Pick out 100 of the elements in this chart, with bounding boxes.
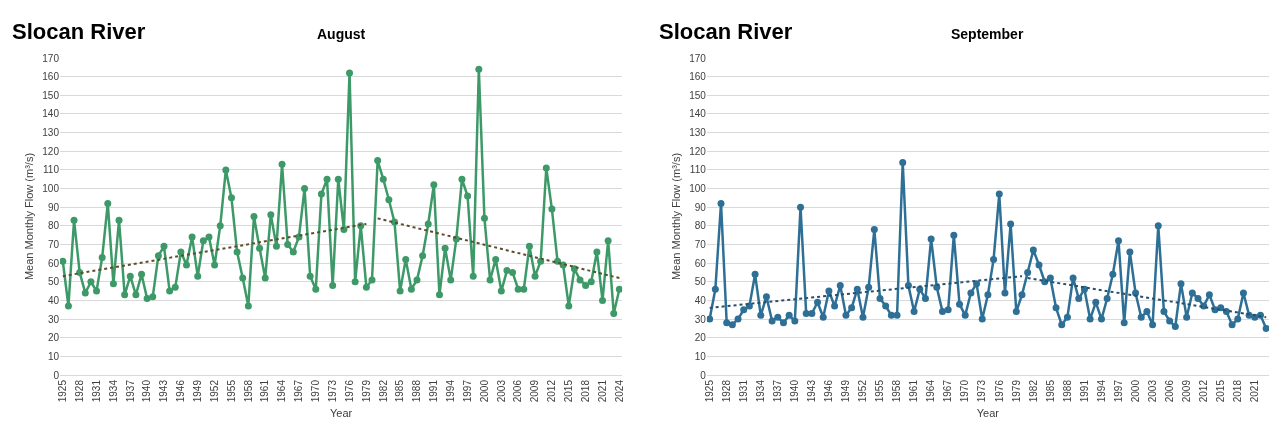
y-tick-label: 60	[47, 257, 60, 269]
x-tick-label: 1928	[73, 379, 85, 403]
y-tick-label: 50	[694, 276, 707, 288]
x-tick-label: 1940	[789, 379, 801, 403]
y-tick-label: 90	[47, 201, 60, 213]
x-tick-label: 1985	[394, 379, 406, 403]
x-axis-title: Year	[976, 407, 1000, 420]
y-tick-label: 130	[689, 127, 707, 139]
y-tick-label: 0	[53, 369, 60, 381]
y-tick-label: 30	[47, 313, 60, 325]
x-tick-label: 1976	[343, 379, 355, 403]
y-tick-label: 140	[42, 108, 60, 120]
y-tick-label: 100	[689, 183, 707, 195]
x-tick-label: 2015	[563, 379, 575, 403]
x-tick-label: 1997	[1112, 379, 1124, 403]
x-tick-label: 1997	[461, 379, 473, 403]
x-tick-label: 1931	[737, 379, 749, 403]
x-tick-label: 1946	[823, 379, 835, 403]
x-tick-label: 1970	[310, 379, 322, 403]
y-tick-label: 110	[43, 164, 60, 176]
x-tick-label: 1943	[806, 379, 818, 403]
y-tick-label: 40	[694, 294, 707, 306]
y-tick-label: 20	[694, 332, 707, 344]
x-tick-label: 1925	[57, 379, 69, 403]
x-tick-label: 1973	[326, 379, 338, 403]
x-tick-label: 1982	[377, 379, 389, 403]
y-tick-label: 80	[694, 220, 707, 232]
x-tick-label: 1955	[225, 379, 237, 403]
x-tick-label: 1991	[428, 379, 440, 403]
x-tick-label: 1934	[107, 379, 119, 403]
x-tick-label: 1988	[411, 379, 423, 403]
y-axis-title: Mean Monthly Flow (m³/s)	[22, 152, 35, 281]
x-tick-label: 1934	[755, 379, 767, 403]
x-tick-label: 2021	[596, 379, 608, 403]
x-tick-label: 2009	[1180, 379, 1192, 403]
y-tick-label: 70	[694, 238, 707, 250]
x-tick-label: 1931	[90, 379, 102, 403]
x-tick-label: 1991	[1078, 379, 1090, 403]
y-tick-label: 110	[689, 164, 707, 176]
y-tick-label: 150	[42, 89, 60, 101]
y-tick-label: 100	[42, 183, 60, 195]
y-tick-label: 20	[47, 332, 60, 344]
x-tick-label: 1949	[191, 379, 203, 403]
x-tick-label: 1952	[857, 379, 869, 403]
y-tick-label: 60	[694, 257, 707, 269]
x-tick-label: 1985	[1044, 379, 1056, 403]
x-tick-label: 2012	[546, 379, 558, 403]
x-tick-label: 1964	[925, 379, 937, 403]
x-tick-label: 2000	[1129, 379, 1141, 403]
x-tick-label: 2018	[1232, 379, 1244, 403]
x-tick-label: 1994	[1095, 379, 1107, 403]
x-tick-label: 2000	[478, 379, 490, 403]
x-tick-label: 1949	[840, 379, 852, 403]
y-axis-title: Mean Monthly Flow (m³/s)	[669, 152, 682, 281]
y-tick-label: 40	[47, 294, 60, 306]
y-tick-label: 50	[47, 276, 60, 288]
x-tick-label: 1937	[772, 379, 784, 403]
x-tick-label: 1976	[993, 379, 1005, 403]
chart-title: Slocan River	[12, 19, 146, 44]
y-tick-label: 160	[42, 71, 60, 83]
x-tick-label: 1958	[242, 379, 254, 403]
x-tick-label: 1937	[124, 379, 136, 403]
y-tick-label: 70	[47, 238, 60, 250]
x-tick-label: 1943	[158, 379, 170, 403]
x-tick-label: 1952	[208, 379, 220, 403]
x-tick-label: 2018	[579, 379, 591, 403]
y-tick-label: 90	[694, 201, 707, 213]
y-tick-label: 30	[694, 313, 707, 325]
y-tick-label: 120	[689, 145, 707, 157]
x-tick-label: 1961	[259, 379, 271, 403]
x-tick-label: 1967	[293, 379, 305, 403]
x-tick-label: 1925	[703, 379, 715, 403]
x-tick-label: 1964	[276, 379, 288, 403]
x-tick-label: 2003	[1146, 379, 1158, 403]
x-tick-label: 2009	[529, 379, 541, 403]
x-tick-label: 2012	[1197, 379, 1209, 403]
chart-title: Slocan River	[659, 19, 793, 44]
y-tick-label: 10	[47, 350, 60, 362]
y-tick-label: 10	[694, 350, 707, 362]
x-tick-label: 1928	[720, 379, 732, 403]
chart-subtitle: September	[951, 26, 1024, 42]
x-tick-label: 1967	[942, 379, 954, 403]
y-tick-label: 130	[42, 127, 60, 139]
x-tick-label: 1970	[959, 379, 971, 403]
x-tick-label: 2006	[1163, 379, 1175, 403]
x-tick-label: 2021	[1249, 379, 1261, 403]
x-tick-label: 2024	[613, 379, 625, 403]
y-tick-label: 150	[689, 89, 707, 101]
x-tick-label: 2015	[1214, 379, 1226, 403]
x-axis-title: Year	[329, 407, 353, 420]
x-tick-label: 1961	[908, 379, 920, 403]
x-tick-label: 1982	[1027, 379, 1039, 403]
x-tick-label: 1979	[360, 379, 372, 403]
y-tick-label: 0	[700, 369, 707, 381]
x-tick-label: 1988	[1061, 379, 1073, 403]
x-tick-label: 1994	[444, 379, 456, 403]
chart-subtitle: August	[317, 26, 366, 42]
x-tick-label: 1946	[175, 379, 187, 403]
y-tick-label: 160	[689, 71, 707, 83]
y-tick-label: 140	[689, 108, 707, 120]
